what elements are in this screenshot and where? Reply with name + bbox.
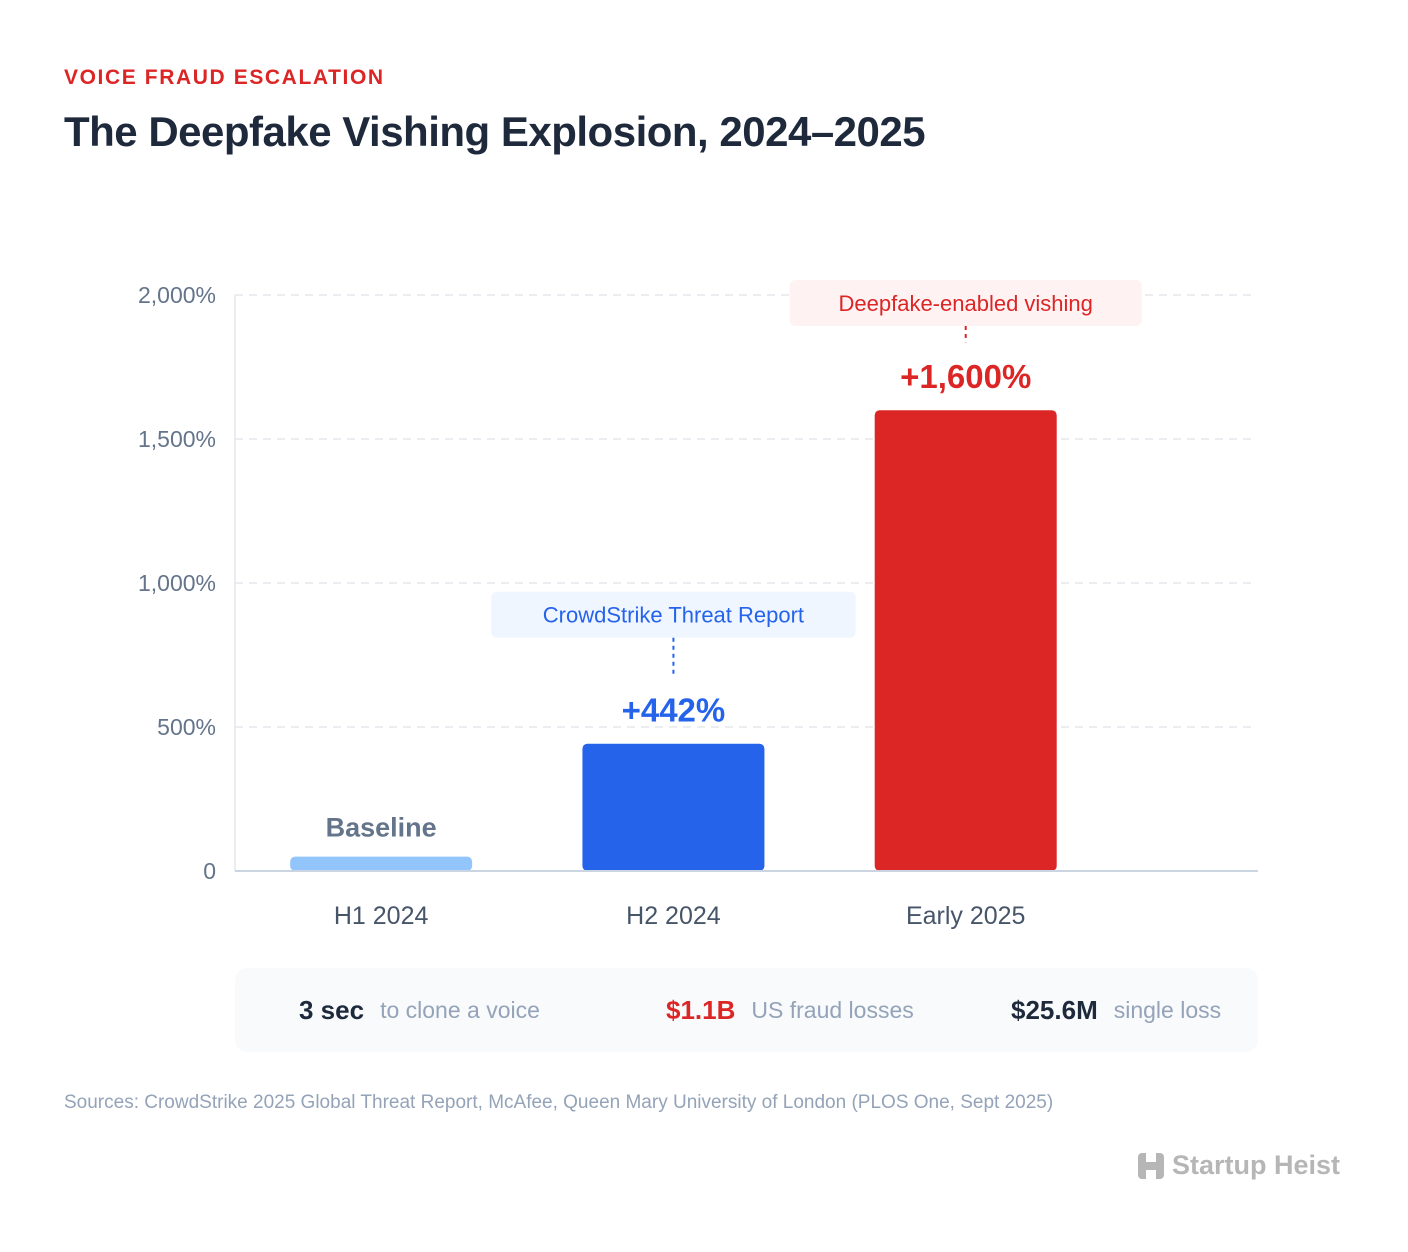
stat-value: 3 sec — [299, 994, 365, 1025]
y-tick-label: 0 — [203, 858, 216, 884]
stat-label: to clone a voice — [380, 996, 540, 1023]
annotation-box — [491, 591, 856, 638]
annotation-box — [789, 280, 1142, 326]
x-tick-label: H2 2024 — [626, 902, 721, 930]
stat-single-loss: $25.6M single loss — [1011, 968, 1221, 1052]
value-label: +1,600% — [900, 358, 1031, 395]
chart-title: The Deepfake Vishing Explosion, 2024–202… — [64, 108, 926, 155]
annotation-label: CrowdStrike Threat Report — [543, 603, 804, 628]
value-label: Baseline — [326, 813, 437, 843]
value-label: +442% — [622, 692, 726, 729]
stat-label: US fraud losses — [751, 996, 914, 1023]
bar-chart: 0 500% 1,000% 1,500% 2,000% Baseline H1 2024 +4… — [138, 280, 1258, 930]
bar-h1-2024 — [290, 856, 473, 871]
annotation-label: Deepfake-enabled vishing — [839, 291, 1093, 316]
stat-label: single loss — [1113, 996, 1222, 1023]
y-tick-label: 1,500% — [138, 426, 216, 452]
x-tick-label: H1 2024 — [334, 902, 429, 930]
stat-value: $25.6M — [1011, 994, 1098, 1025]
brand-logo: Startup Heist — [1137, 1150, 1340, 1181]
eyebrow-label: VOICE FRAUD ESCALATION — [64, 66, 385, 89]
stat-fraud-losses: $1.1B US fraud losses — [666, 968, 914, 1052]
bar-h2-2024 — [582, 743, 765, 871]
stat-clone-time: 3 sec to clone a voice — [299, 968, 540, 1052]
brand-name: Startup Heist — [1171, 1150, 1340, 1180]
y-tick-label: 1,000% — [138, 570, 216, 596]
x-tick-label: Early 2025 — [906, 902, 1026, 930]
heist-logo-icon — [1137, 1152, 1164, 1179]
y-tick-label: 500% — [157, 714, 216, 740]
y-tick-label: 2,000% — [138, 282, 216, 308]
stats-panel: 3 sec to clone a voice $1.1B US fraud lo… — [235, 968, 1258, 1052]
stat-value: $1.1B — [666, 994, 736, 1025]
bar-early-2025 — [874, 410, 1057, 871]
sources-note: Sources: CrowdStrike 2025 Global Threat … — [64, 1092, 1054, 1113]
